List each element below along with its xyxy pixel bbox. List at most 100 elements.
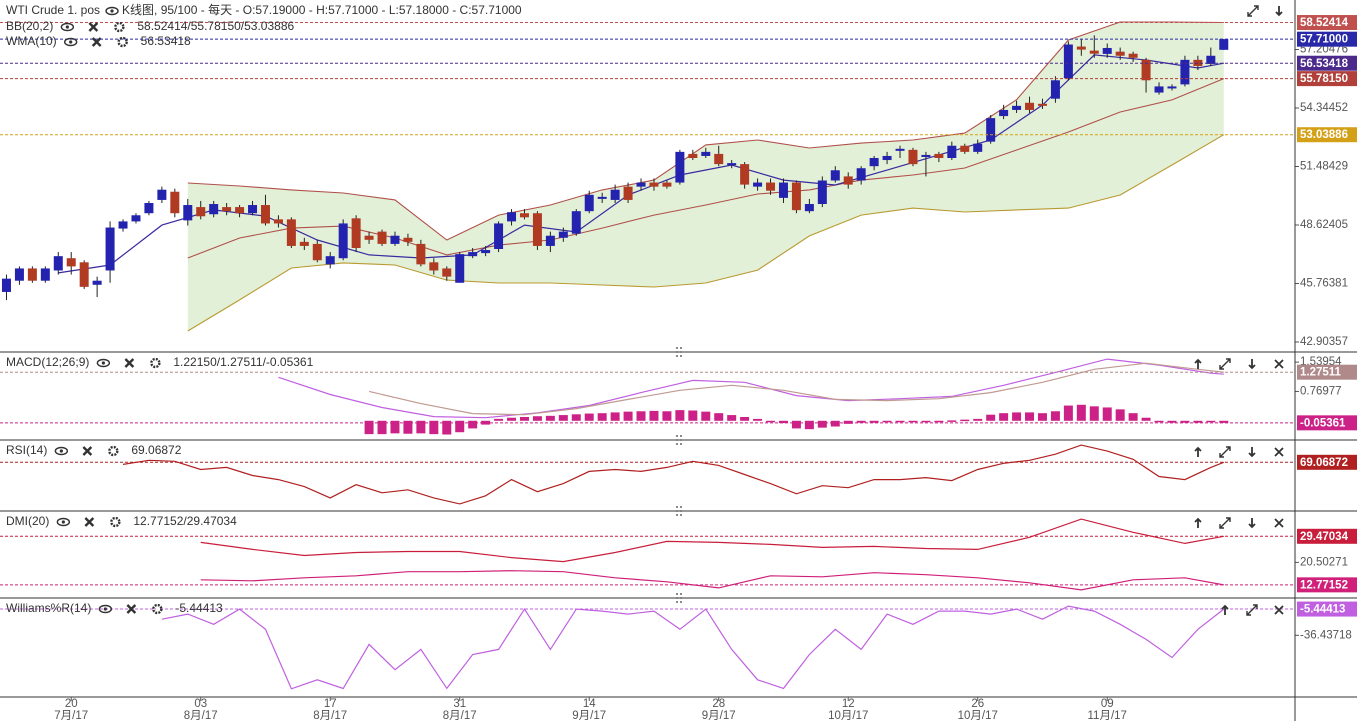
expand-icon[interactable] xyxy=(1246,604,1258,616)
eye-icon[interactable] xyxy=(56,517,71,527)
x-shape xyxy=(124,358,135,368)
gear-shape xyxy=(152,603,163,615)
candle-body xyxy=(623,186,633,200)
price-label-box xyxy=(1297,415,1357,431)
candle-body xyxy=(804,204,814,212)
price-label: 53.03886 xyxy=(1300,129,1348,141)
drag-handle[interactable] xyxy=(676,351,678,353)
candle-body xyxy=(843,176,853,185)
drag-handle[interactable] xyxy=(676,439,678,441)
down-icon[interactable] xyxy=(1248,518,1256,529)
price-label-box xyxy=(1297,71,1357,87)
histogram-bar xyxy=(558,415,568,421)
candle-body xyxy=(1076,46,1086,50)
eye-icon[interactable] xyxy=(54,446,69,456)
up-icon[interactable] xyxy=(1194,446,1202,457)
drag-handle[interactable] xyxy=(676,506,678,508)
histogram-bar xyxy=(416,420,426,434)
histogram-bar xyxy=(623,411,633,421)
eye-icon[interactable] xyxy=(98,604,113,614)
x-shape xyxy=(88,22,99,32)
arrow-down xyxy=(1248,359,1256,370)
gear-icon[interactable] xyxy=(110,516,121,528)
remove-icon[interactable] xyxy=(124,358,135,368)
histogram-bar xyxy=(597,413,607,421)
drag-handle[interactable] xyxy=(676,443,678,445)
histogram-bar xyxy=(1154,420,1164,423)
drag-handle[interactable] xyxy=(680,601,682,603)
gear-shape xyxy=(110,516,121,528)
histogram-bar xyxy=(1025,412,1035,421)
close-icon[interactable] xyxy=(1274,605,1284,615)
histogram-bar xyxy=(662,411,672,421)
drag-handle[interactable] xyxy=(676,347,678,349)
expand-icon[interactable] xyxy=(1219,446,1231,458)
candle-body xyxy=(817,180,827,205)
candle-body xyxy=(960,145,970,152)
gear-icon[interactable] xyxy=(150,357,161,369)
gear-icon[interactable] xyxy=(114,21,125,33)
candle-body xyxy=(921,154,931,157)
eye-icon[interactable] xyxy=(105,6,119,16)
eye-icon[interactable] xyxy=(63,37,78,47)
expand-icon[interactable] xyxy=(1219,358,1231,370)
close-icon[interactable] xyxy=(1274,518,1284,528)
eye-icon[interactable] xyxy=(60,22,75,32)
drag-handle[interactable] xyxy=(680,347,682,349)
x-shape xyxy=(1274,359,1284,369)
remove-icon[interactable] xyxy=(88,22,99,32)
histogram-bar xyxy=(1050,411,1060,421)
histogram-bar xyxy=(442,420,452,435)
indicator-line xyxy=(122,444,1225,505)
drag-handle[interactable] xyxy=(676,514,678,516)
candle-body xyxy=(714,153,724,165)
drag-handle[interactable] xyxy=(680,351,682,353)
candle-body xyxy=(14,268,24,281)
drag-handle[interactable] xyxy=(680,435,682,437)
expand-icon[interactable] xyxy=(1247,5,1259,17)
x-tick-sublabel: 10月/17 xyxy=(958,710,998,721)
eye-icon[interactable] xyxy=(96,358,111,368)
remove-icon[interactable] xyxy=(82,446,93,456)
close-icon[interactable] xyxy=(1274,359,1284,369)
close-icon[interactable] xyxy=(1274,447,1284,457)
drag-handle[interactable] xyxy=(680,506,682,508)
remove-icon[interactable] xyxy=(126,604,137,614)
x-shape xyxy=(1274,605,1284,615)
candle-body xyxy=(895,148,905,151)
x-tick-sublabel: 10月/17 xyxy=(828,710,868,721)
down-icon[interactable] xyxy=(1248,447,1256,458)
drag-handle[interactable] xyxy=(676,597,678,599)
up-icon[interactable] xyxy=(1194,517,1202,528)
drag-handle[interactable] xyxy=(676,355,678,357)
drag-handle[interactable] xyxy=(676,435,678,437)
remove-icon[interactable] xyxy=(84,517,95,527)
eye-shape xyxy=(63,37,78,47)
candle-body xyxy=(299,241,309,246)
candle-body xyxy=(1206,55,1216,64)
eye-pupil xyxy=(101,361,105,365)
drag-handle[interactable] xyxy=(680,439,682,441)
drag-handle[interactable] xyxy=(680,514,682,516)
remove-icon[interactable] xyxy=(91,37,102,47)
drag-handle[interactable] xyxy=(676,601,678,603)
drag-handle[interactable] xyxy=(676,510,678,512)
drag-handle[interactable] xyxy=(680,355,682,357)
price-label: 57.71000 xyxy=(1300,34,1348,46)
up-icon[interactable] xyxy=(1221,604,1229,615)
up-icon[interactable] xyxy=(1194,358,1202,369)
down-icon[interactable] xyxy=(1275,6,1283,17)
histogram-bar xyxy=(403,420,413,434)
expand-arrows xyxy=(1219,358,1231,370)
drag-handle[interactable] xyxy=(676,593,678,595)
histogram-bar xyxy=(364,420,374,435)
gear-icon[interactable] xyxy=(108,445,119,457)
expand-icon[interactable] xyxy=(1219,517,1231,529)
down-icon[interactable] xyxy=(1248,359,1256,370)
drag-handle[interactable] xyxy=(680,443,682,445)
drag-handle[interactable] xyxy=(680,593,682,595)
drag-handle[interactable] xyxy=(680,510,682,512)
gear-icon[interactable] xyxy=(117,36,128,48)
gear-icon[interactable] xyxy=(152,603,163,615)
drag-handle[interactable] xyxy=(680,597,682,599)
